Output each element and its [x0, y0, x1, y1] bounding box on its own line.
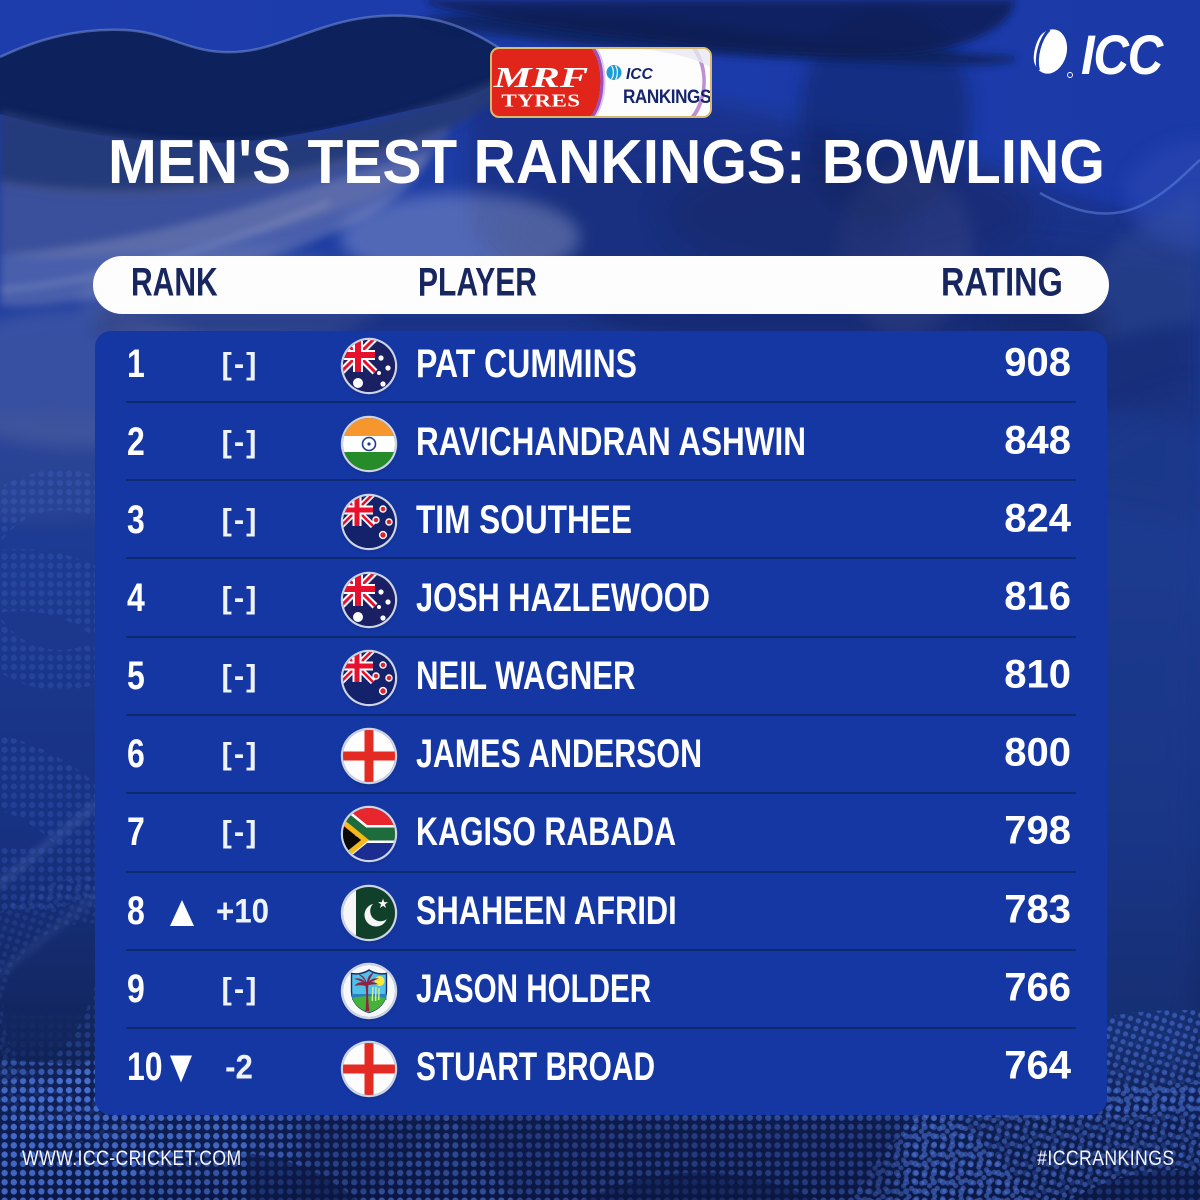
svg-text:ICC: ICC: [626, 66, 654, 83]
svg-text:ICC: ICC: [1081, 28, 1164, 84]
svg-text:RANKINGS: RANKINGS: [623, 85, 710, 107]
svg-text:MRF: MRF: [493, 62, 589, 94]
svg-text:TYRES: TYRES: [501, 90, 580, 111]
